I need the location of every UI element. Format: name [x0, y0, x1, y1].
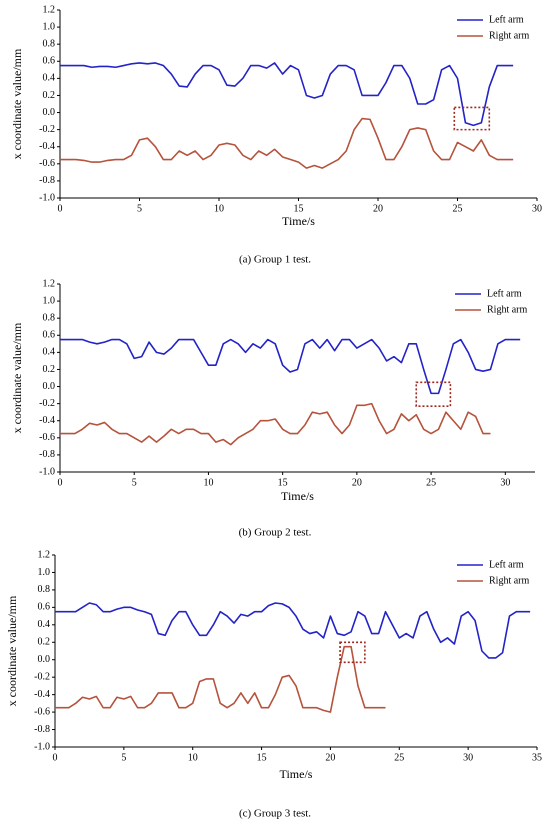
caption: (a) Group 1 test.	[239, 254, 311, 266]
y-tick-label: 0.6	[43, 330, 56, 341]
legend-label: Left arm	[489, 14, 524, 25]
x-tick-label: 5	[121, 752, 126, 763]
y-tick-label: 1.2	[38, 549, 51, 560]
x-axis-label: Time/s	[280, 767, 313, 781]
legend-label: Left arm	[489, 559, 524, 570]
series-line	[60, 338, 521, 395]
y-tick-label: -0.8	[39, 449, 55, 460]
x-tick-label: 20	[352, 477, 362, 488]
x-axis-label: Time/s	[282, 214, 315, 228]
x-tick-label: 0	[58, 203, 63, 214]
series-line	[55, 645, 386, 713]
legend-label: Right arm	[489, 575, 529, 586]
y-tick-label: 0.0	[38, 654, 51, 665]
y-axis-label: x coordinate value/mm	[10, 48, 24, 159]
y-tick-label: -0.8	[34, 724, 50, 735]
y-tick-label: -0.6	[34, 706, 50, 717]
chart-panel: -1.0 -0.8 -0.6 -0.4 -0.2 0.0 0.2 0.4 0.6 0.8 1.0 1.…	[10, 278, 535, 539]
y-tick-label: 1.0	[43, 295, 56, 306]
y-tick-label: 1.0	[38, 567, 51, 578]
x-tick-label: 30	[532, 203, 542, 214]
highlight-box	[415, 381, 452, 408]
highlight-box	[453, 106, 491, 131]
chart-panel: -1.0 -0.8 -0.6 -0.4 -0.2 0.0 0.2 0.4 0.6 0.8 1.0 1.…	[10, 4, 542, 265]
y-tick-label: 0.0	[43, 107, 56, 118]
y-tick-label: 1.2	[43, 278, 56, 289]
x-tick-label: 0	[53, 752, 58, 763]
y-tick-label: -0.2	[39, 124, 55, 135]
y-tick-label: -1.0	[39, 192, 55, 203]
x-tick-label: 35	[532, 752, 542, 763]
x-tick-label: 30	[463, 752, 473, 763]
x-tick-label: 15	[294, 203, 304, 214]
y-tick-label: -1.0	[34, 741, 50, 752]
y-tick-label: 1.0	[43, 21, 56, 32]
x-tick-label: 15	[257, 752, 267, 763]
y-tick-label: 0.2	[38, 637, 51, 648]
x-tick-label: 25	[453, 203, 463, 214]
series-line	[60, 402, 491, 446]
y-tick-label: 0.0	[43, 381, 56, 392]
x-tick-label: 0	[58, 477, 63, 488]
legend-label: Right arm	[487, 304, 527, 315]
series-line	[60, 62, 514, 127]
y-tick-label: 0.6	[38, 602, 51, 613]
y-tick-label: 0.4	[43, 347, 56, 358]
y-axis-label: x coordinate value/mm	[5, 595, 19, 706]
y-tick-label: -0.4	[39, 141, 55, 152]
series-line	[60, 117, 514, 169]
y-tick-label: 0.2	[43, 364, 56, 375]
caption: (c) Group 3 test.	[239, 808, 311, 820]
y-tick-label: -0.6	[39, 432, 55, 443]
y-tick-label: -0.8	[39, 175, 55, 186]
y-tick-label: 0.4	[38, 619, 51, 630]
x-tick-label: 5	[137, 203, 142, 214]
caption: (b) Group 2 test.	[239, 527, 312, 539]
chart-panel: -1.0 -0.8 -0.6 -0.4 -0.2 0.0 0.2 0.4 0.6 0.8 1.0 1.…	[5, 549, 542, 819]
y-tick-label: -0.4	[34, 689, 50, 700]
legend-label: Left arm	[487, 288, 522, 299]
y-tick-label: 0.2	[43, 90, 56, 101]
highlight-box	[339, 641, 366, 664]
legend-label: Right arm	[489, 30, 529, 41]
y-tick-label: -0.6	[39, 158, 55, 169]
y-tick-label: 0.8	[43, 312, 56, 323]
y-tick-label: 1.2	[43, 4, 56, 15]
x-tick-label: 20	[373, 203, 383, 214]
y-tick-label: 0.8	[38, 584, 51, 595]
y-tick-label: 0.6	[43, 56, 56, 67]
x-tick-label: 10	[214, 203, 224, 214]
series-line	[55, 602, 531, 659]
y-tick-label: 0.4	[43, 73, 56, 84]
y-tick-label: -0.4	[39, 415, 55, 426]
x-tick-label: 30	[500, 477, 510, 488]
y-tick-label: 0.8	[43, 38, 56, 49]
x-tick-label: 5	[132, 477, 137, 488]
x-tick-label: 25	[394, 752, 404, 763]
x-axis-label: Time/s	[281, 489, 314, 503]
x-tick-label: 10	[203, 477, 213, 488]
x-tick-label: 25	[426, 477, 436, 488]
y-tick-label: -0.2	[34, 671, 50, 682]
y-axis-label: x coordinate value/mm	[10, 322, 24, 433]
x-tick-label: 20	[325, 752, 335, 763]
x-tick-label: 15	[278, 477, 288, 488]
y-tick-label: -1.0	[39, 466, 55, 477]
x-tick-label: 10	[188, 752, 198, 763]
y-tick-label: -0.2	[39, 398, 55, 409]
